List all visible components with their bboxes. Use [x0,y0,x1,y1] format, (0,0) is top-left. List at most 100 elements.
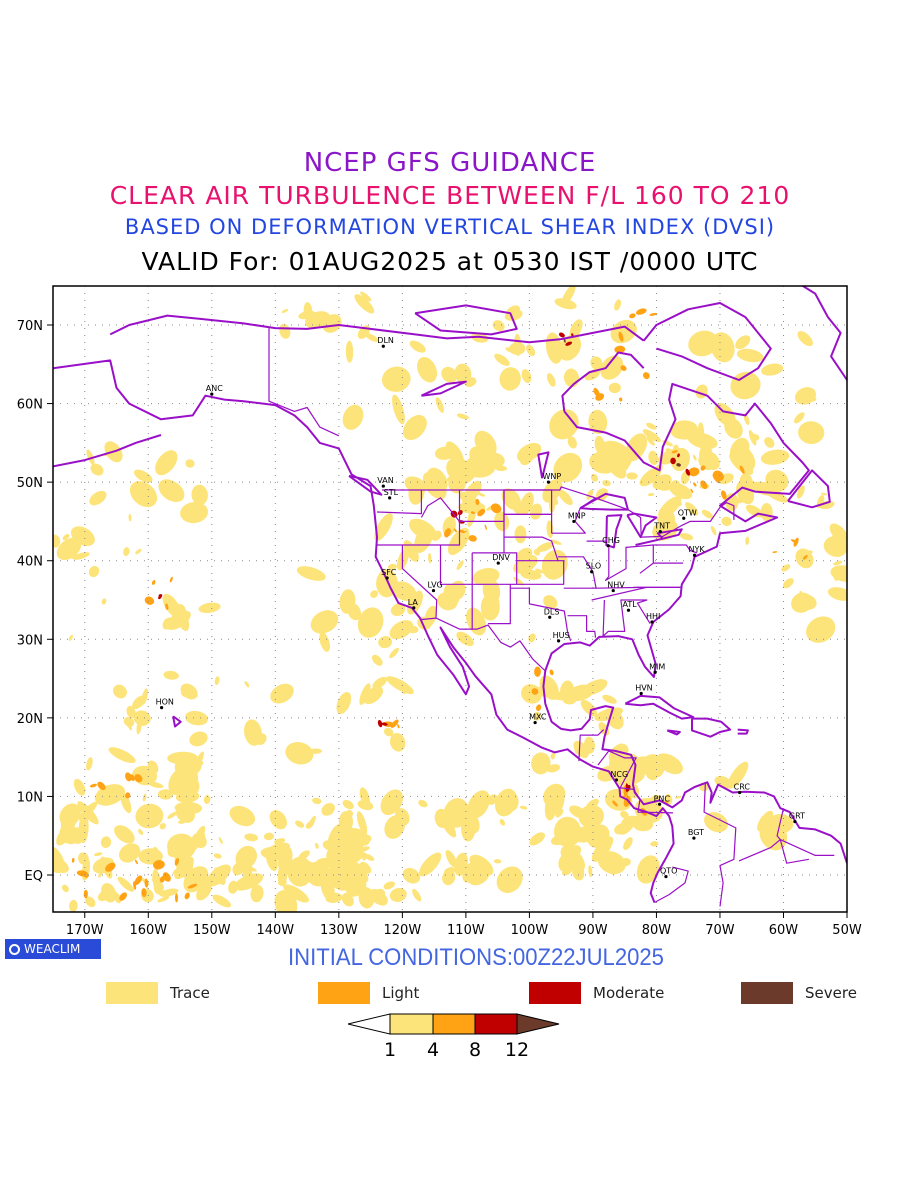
turbulence-trace [158,479,185,503]
turbulence-trace [829,534,838,553]
turbulence-light [534,666,541,677]
lon-label: 150W [193,923,231,938]
border-central-america [597,750,674,814]
coastline-hispaniola [691,717,732,738]
turbulence-trace [535,568,544,574]
turbulence-trace [100,836,112,848]
lon-label: 80W [642,923,672,938]
turbulence-trace [806,616,836,643]
turbulence-trace [389,733,406,752]
station-dot [653,670,657,674]
turbulence-trace [320,866,330,881]
turbulence-trace [321,860,330,869]
border-state-or-ca [375,544,438,619]
turbulence-trace [439,808,457,830]
turbulence-trace [761,363,784,376]
turbulence-trace [442,869,456,886]
turbulence-trace [553,816,582,848]
turbulence-light [144,596,155,605]
turbulence-trace [315,842,319,849]
station-dot [606,544,610,548]
station-dot [738,790,742,795]
turbulence-trace [558,489,573,506]
turbulence-trace [270,683,294,704]
turbulence-trace [445,441,465,466]
turbulence-trace [569,319,583,339]
turbulence-light [119,892,127,901]
turbulence-trace [833,560,843,566]
border-state-ut-az [439,545,473,630]
turbulence-trace [389,647,399,659]
turbulence-trace [646,422,657,430]
turbulence-trace [431,530,442,541]
turbulence-trace [123,547,130,557]
lat-label: 70N [17,319,43,334]
station-dot [210,392,214,396]
turbulence-trace [721,516,732,527]
lat-label: EQ [25,869,43,884]
turbulence-light [531,688,539,695]
turbulence-trace [597,851,626,875]
turbulence-trace [827,587,847,601]
turbulence-trace [729,437,750,462]
border-state-ms-al-ga [602,599,651,637]
turbulence-trace [138,828,144,835]
border-state-ok-tx [510,587,572,642]
station-dot [650,620,654,624]
turbulence-trace [114,825,135,844]
turbulence-trace [362,852,367,861]
turbulence-trace [416,356,438,383]
legend-label-moderate: Moderate [593,984,665,1002]
logo-ring-icon [9,943,20,955]
turbulence-trace [806,550,813,555]
turbulence-trace [408,478,425,505]
turbulence-trace [757,810,774,832]
station-label-hon: HON [156,698,174,707]
colorbar-segment [474,1013,518,1035]
border-state-ks-ok [516,560,565,585]
legend-item-trace: Trace [106,982,210,1004]
station-dot [533,720,537,725]
turbulence-trace [70,827,85,844]
turbulence-trace [327,823,346,855]
turbulence-trace [533,711,541,721]
lat-label: 30N [17,633,43,648]
turbulence-trace [213,853,222,859]
turbulence-light [144,878,149,888]
turbulence-trace [129,481,158,508]
turbulence-trace [285,741,314,765]
coastline-alaska-arctic [109,314,645,344]
border-state-wy-ne [503,536,559,562]
turbulence-trace [768,813,794,834]
turbulence-trace [573,740,589,759]
station-label-anc: ANC [206,384,223,393]
lat-label: 10N [17,790,43,805]
colorbar: 1 4 8 12 [347,1013,560,1061]
turbulence-light [105,862,116,872]
turbulence-trace [646,436,655,446]
turbulence-light [159,876,165,883]
lat-label: 20N [17,712,43,727]
turbulence-trace [745,536,750,545]
legend-label-trace: Trace [170,984,210,1002]
turbulence-trace [391,581,417,601]
turbulence-trace [73,778,86,796]
turbulence-trace [670,452,678,459]
turbulence-light [97,781,106,791]
turbulence-trace [389,887,407,902]
turbulence-light [174,858,180,866]
coastline-lake-michigan [605,514,623,549]
station-dot [658,802,662,806]
turbulence-trace [563,837,574,867]
turbulence-trace [185,459,195,468]
turbulence-trace [594,435,606,455]
turbulence-trace [296,566,326,581]
turbulence-trace [509,342,526,355]
turbulence-trace [72,552,90,560]
turbulence-trace [494,353,510,366]
turbulence-trace [602,479,611,487]
legend-swatch-light [318,982,370,1004]
turbulence-trace [736,348,764,363]
turbulence-trace [560,680,574,700]
turbulence-trace [53,845,65,874]
